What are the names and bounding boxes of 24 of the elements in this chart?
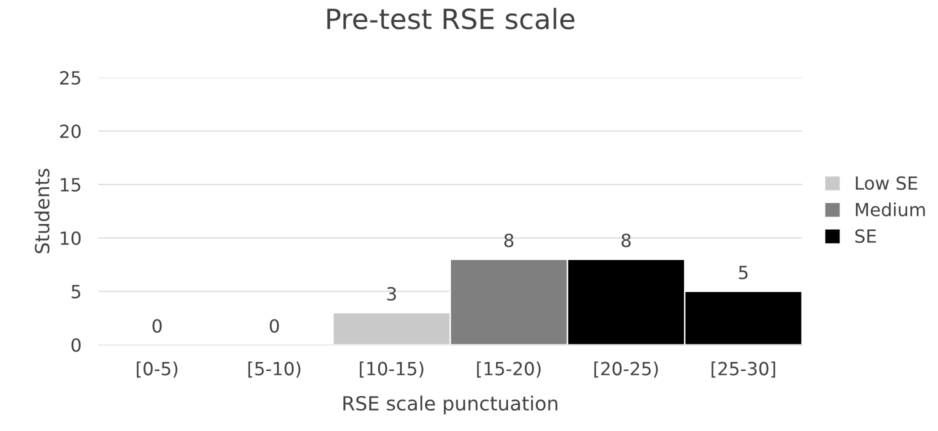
chart-title: Pre-test RSE scale	[327, 8, 574, 30]
y-tick-label: 15	[60, 178, 80, 192]
x-tick-label: [25-30]	[712, 361, 776, 378]
legend-label: Low SE	[856, 176, 918, 190]
x-tick-label: [5-10)	[248, 361, 300, 378]
x-tick-label: [10-15)	[360, 361, 424, 378]
x-tick-label: [15-20)	[477, 361, 541, 378]
data-label: 8	[622, 234, 631, 248]
y-tick-label: 20	[60, 124, 81, 138]
data-label: 0	[270, 319, 279, 333]
y-axis-title: Students	[34, 168, 50, 254]
data-label: 3	[387, 287, 396, 301]
y-tick-label: 5	[72, 285, 80, 298]
y-tick-label: 10	[60, 231, 81, 246]
legend-label: SE	[855, 229, 876, 243]
data-label: 0	[152, 319, 162, 333]
x-tick-label: [20-25)	[594, 361, 658, 378]
x-tick-label: [0-5)	[136, 361, 178, 378]
y-tick-label: 0	[72, 338, 81, 352]
x-axis-title: RSE scale punctuation	[343, 396, 558, 414]
data-label: 5	[739, 266, 748, 280]
data-label: 8	[504, 234, 514, 248]
legend-label: Medium	[856, 202, 925, 216]
y-tick-label: 25	[60, 71, 80, 85]
